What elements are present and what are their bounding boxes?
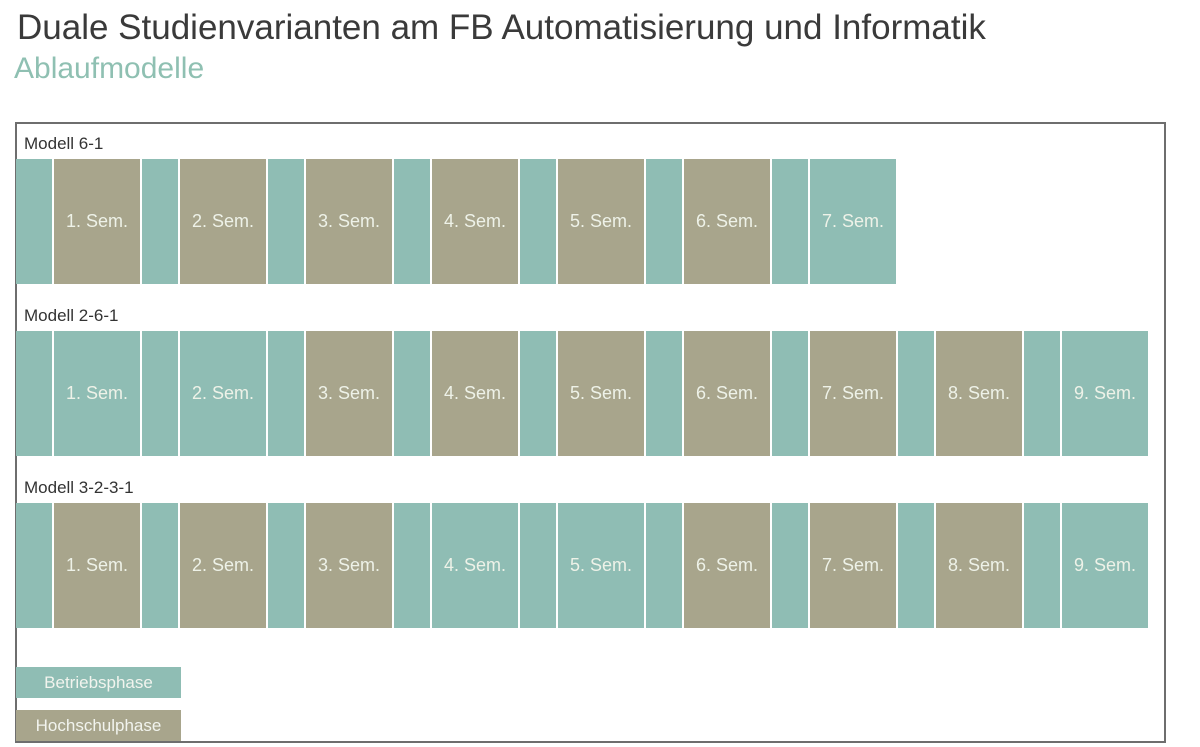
betriebsphase-block xyxy=(142,503,178,628)
betriebsphase-block xyxy=(16,159,52,284)
betriebsphase-block xyxy=(16,503,52,628)
legend-betriebsphase: Betriebsphase xyxy=(16,667,181,698)
betriebsphase-block xyxy=(520,503,556,628)
betriebsphase-block xyxy=(142,159,178,284)
semester-block: 5. Sem. xyxy=(558,503,644,628)
model-label: Modell 6-1 xyxy=(24,134,104,153)
semester-block: 1. Sem. xyxy=(54,331,140,456)
betriebsphase-block xyxy=(646,159,682,284)
betriebsphase-block xyxy=(142,331,178,456)
betriebsphase-block xyxy=(394,503,430,628)
semester-block: 5. Sem. xyxy=(558,159,644,284)
betriebsphase-block xyxy=(898,503,934,628)
betriebsphase-block xyxy=(772,503,808,628)
semester-block: 6. Sem. xyxy=(684,159,770,284)
betriebsphase-block xyxy=(520,331,556,456)
semester-block: 4. Sem. xyxy=(432,503,518,628)
semester-block: 3. Sem. xyxy=(306,331,392,456)
betriebsphase-block xyxy=(646,331,682,456)
semester-block: 2. Sem. xyxy=(180,503,266,628)
semester-block: 4. Sem. xyxy=(432,331,518,456)
betriebsphase-block xyxy=(268,331,304,456)
model-row: 1. Sem. 2. Sem. 3. Sem. 4. Sem. 5. Sem. 6. Se… xyxy=(16,331,1150,456)
semester-block: 1. Sem. xyxy=(54,159,140,284)
legend-hochschulphase: Hochschulphase xyxy=(16,710,181,741)
semester-block: 6. Sem. xyxy=(684,331,770,456)
semester-block: 9. Sem. xyxy=(1062,331,1148,456)
betriebsphase-block xyxy=(268,159,304,284)
page-subtitle: Ablaufmodelle xyxy=(14,52,205,85)
betriebsphase-block xyxy=(16,331,52,456)
semester-block: 3. Sem. xyxy=(306,159,392,284)
model-label: Modell 2-6-1 xyxy=(24,306,119,325)
semester-block: 3. Sem. xyxy=(306,503,392,628)
betriebsphase-block xyxy=(772,159,808,284)
betriebsphase-block xyxy=(394,159,430,284)
model-label: Modell 3-2-3-1 xyxy=(24,478,134,497)
semester-block: 8. Sem. xyxy=(936,331,1022,456)
betriebsphase-block xyxy=(1024,503,1060,628)
semester-block: 7. Sem. xyxy=(810,159,896,284)
semester-block: 4. Sem. xyxy=(432,159,518,284)
page-title: Duale Studienvarianten am FB Automatisie… xyxy=(17,8,986,47)
semester-block: 7. Sem. xyxy=(810,503,896,628)
semester-block: 7. Sem. xyxy=(810,331,896,456)
betriebsphase-block xyxy=(772,331,808,456)
semester-block: 1. Sem. xyxy=(54,503,140,628)
betriebsphase-block xyxy=(898,331,934,456)
betriebsphase-block xyxy=(268,503,304,628)
semester-block: 9. Sem. xyxy=(1062,503,1148,628)
semester-block: 2. Sem. xyxy=(180,331,266,456)
betriebsphase-block xyxy=(1024,331,1060,456)
model-row: 1. Sem. 2. Sem. 3. Sem. 4. Sem. 5. Sem. 6. Se… xyxy=(16,159,898,284)
betriebsphase-block xyxy=(520,159,556,284)
semester-block: 5. Sem. xyxy=(558,331,644,456)
semester-block: 2. Sem. xyxy=(180,159,266,284)
semester-block: 6. Sem. xyxy=(684,503,770,628)
betriebsphase-block xyxy=(646,503,682,628)
betriebsphase-block xyxy=(394,331,430,456)
semester-block: 8. Sem. xyxy=(936,503,1022,628)
model-row: 1. Sem. 2. Sem. 3. Sem. 4. Sem. 5. Sem. 6. Se… xyxy=(16,503,1150,628)
